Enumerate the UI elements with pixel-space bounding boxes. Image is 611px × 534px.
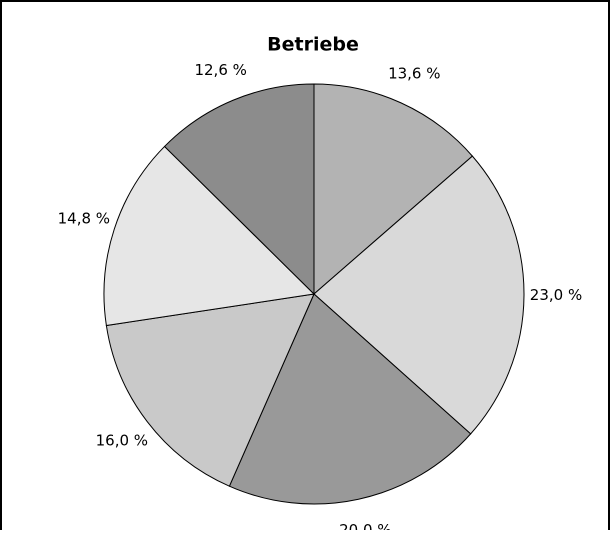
slice-label: 13,6 % bbox=[388, 64, 440, 82]
pie-slice bbox=[313, 155, 525, 435]
pie-slice bbox=[313, 83, 474, 296]
pie-slice bbox=[163, 83, 315, 296]
chart-title: Betriebe bbox=[267, 34, 359, 56]
slice-label: 20,0 % bbox=[339, 521, 391, 530]
slice-label: 16,0 % bbox=[96, 432, 148, 450]
pie-slice bbox=[105, 293, 315, 487]
slice-label: 14,8 % bbox=[58, 210, 110, 228]
pie-slice bbox=[228, 293, 472, 505]
slice-label: 23,0 % bbox=[530, 286, 582, 304]
pie-slice bbox=[103, 145, 316, 327]
slice-label: 12,6 % bbox=[194, 61, 246, 79]
